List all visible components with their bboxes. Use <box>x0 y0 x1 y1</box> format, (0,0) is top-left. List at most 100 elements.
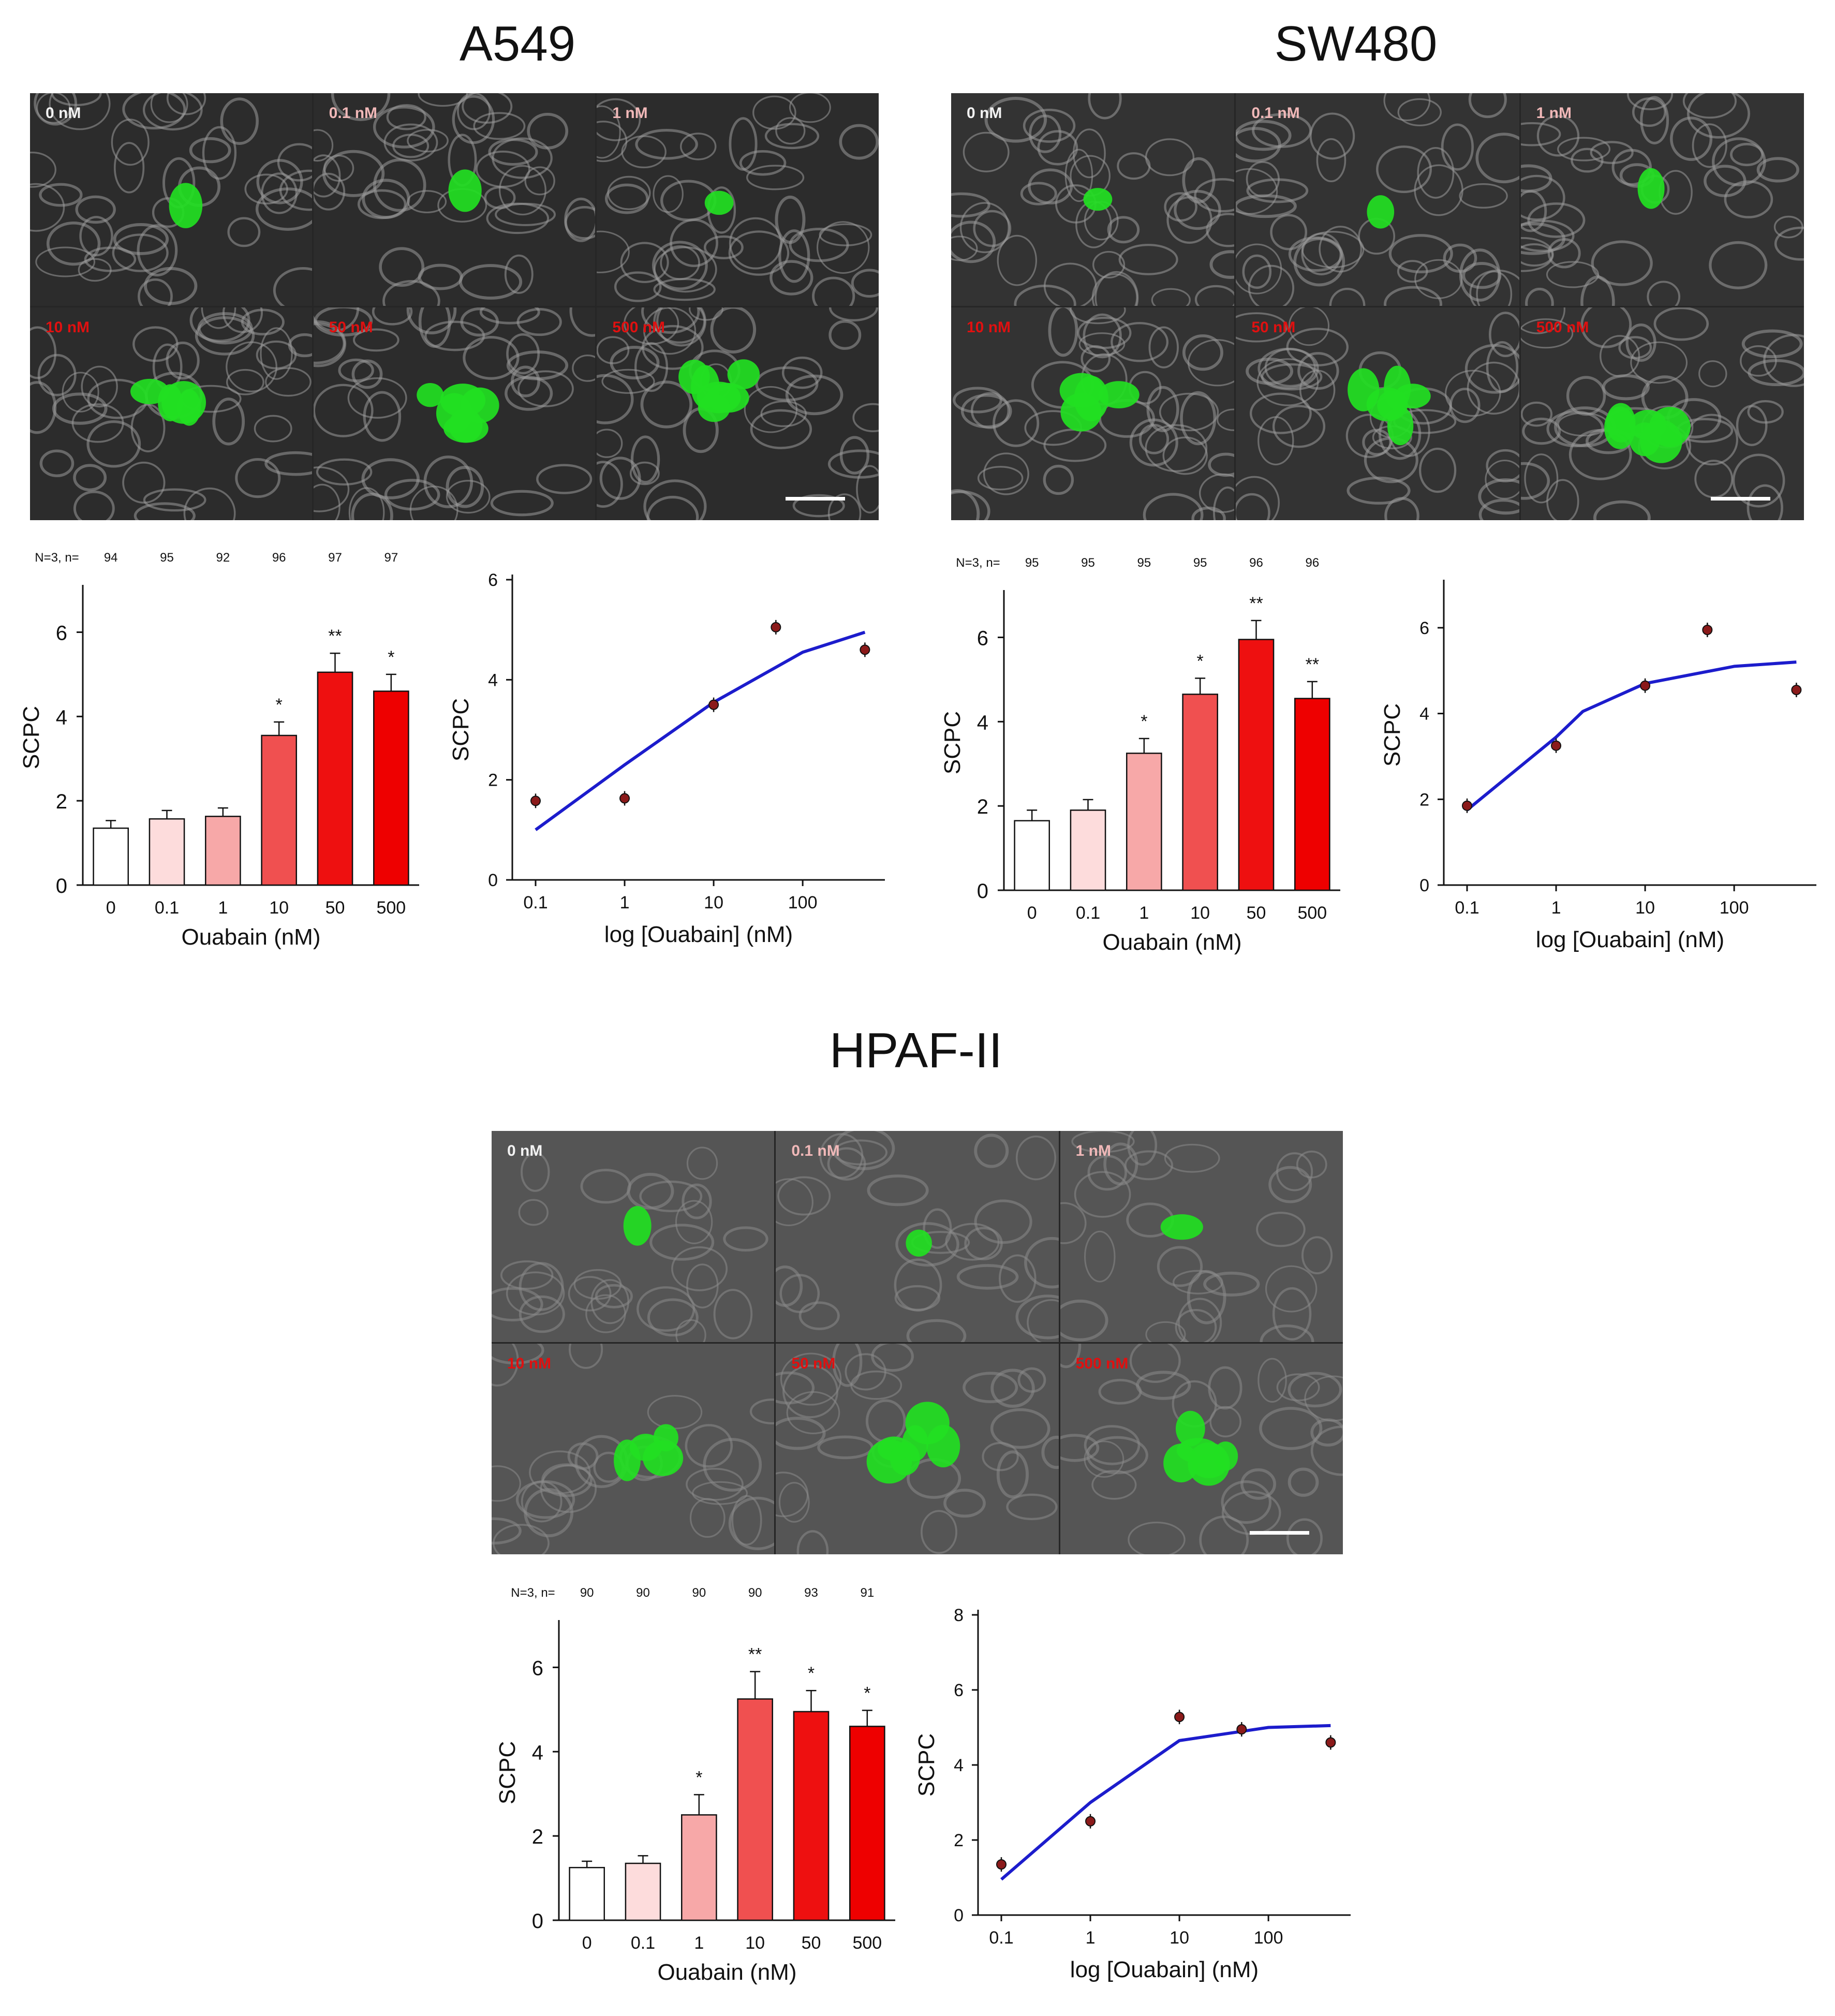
cell-outline <box>1242 254 1272 289</box>
cell-outline <box>1236 312 1288 343</box>
cell-outline <box>851 269 879 298</box>
micrograph-grid-a549: 0 nM 0.1 nM 1 nM 10 nM 50 nM 500 nM <box>30 93 879 520</box>
x-tick-label: 0 <box>582 1933 592 1953</box>
cell-outline <box>856 465 879 514</box>
x-tick-label: 50 <box>325 898 345 918</box>
cell-outline <box>1177 1298 1222 1342</box>
cell-outline <box>383 123 438 161</box>
scale-bar <box>1249 1531 1309 1535</box>
cell-outline <box>728 230 790 276</box>
cell-outline <box>1236 120 1292 151</box>
cell-outline <box>1289 307 1330 346</box>
cell-outline <box>983 452 1029 495</box>
cell-outline <box>652 241 708 290</box>
bar <box>149 818 185 886</box>
cell-texture <box>1520 307 1804 520</box>
cell-outline <box>1084 1230 1116 1283</box>
cell-outline <box>73 490 115 520</box>
fluorescent-cell <box>1649 407 1691 447</box>
data-point <box>708 699 719 710</box>
cell-outline <box>37 354 77 396</box>
fluorescent-cell <box>653 1423 678 1451</box>
n-value: 91 <box>860 1586 874 1600</box>
cell-outline <box>75 195 116 224</box>
cell-outline <box>953 387 1002 414</box>
cell-outline <box>1118 244 1178 275</box>
panel-concentration-label: 0.1 nM <box>1251 105 1300 122</box>
cell-outline <box>779 1481 810 1523</box>
cell-outline <box>39 183 83 207</box>
cell-outline <box>1098 1378 1142 1405</box>
cell-outline <box>1236 194 1297 218</box>
cell-outline <box>689 307 724 321</box>
cell-outline <box>568 1276 612 1312</box>
cell-outline <box>682 1183 712 1219</box>
cell-outline <box>1248 264 1295 306</box>
fluorescent-cell <box>1213 1441 1238 1471</box>
cell-texture <box>776 1131 1059 1342</box>
x-axis-label: Ouabain (nM) <box>181 924 320 950</box>
cell-outline <box>458 264 522 300</box>
cell-outline <box>647 1394 703 1430</box>
cell-outline <box>1445 370 1501 417</box>
cell-outline <box>1236 476 1280 520</box>
cell-outline <box>1489 312 1519 358</box>
cell-outline <box>313 129 333 162</box>
cell-outline <box>1084 1424 1141 1465</box>
micrograph-panel: 10 nM <box>951 307 1235 520</box>
cell-outline <box>812 276 855 306</box>
cell-outline <box>1763 334 1804 387</box>
cell-outline <box>686 1263 719 1308</box>
cell-outline <box>1288 1467 1319 1497</box>
cell-outline <box>894 1258 942 1312</box>
cell-outline <box>1414 164 1464 216</box>
x-tick-label: 10 <box>1635 898 1655 918</box>
cell-outline <box>475 151 530 188</box>
cell-outline <box>1694 460 1733 498</box>
panel-concentration-label: 1 nM <box>1075 1142 1111 1159</box>
cell-outline <box>1024 1237 1059 1289</box>
cell-outline <box>212 398 245 446</box>
data-point <box>1462 800 1472 811</box>
cell-outline <box>1265 1265 1318 1313</box>
cell-outline <box>1268 1166 1312 1203</box>
fluorescent-cell <box>1059 373 1103 408</box>
cell-outline <box>637 1286 695 1332</box>
cell-outline <box>62 372 99 413</box>
cell-outline <box>685 1423 733 1468</box>
data-point <box>771 622 781 632</box>
cell-outline <box>1091 273 1138 306</box>
cell-outline <box>1037 130 1078 166</box>
cell-outline <box>492 1523 550 1554</box>
cell-texture <box>597 93 879 306</box>
cell-outline <box>1747 484 1783 520</box>
data-point <box>1791 685 1802 695</box>
micrograph-panel: 500 nM <box>1060 1343 1343 1554</box>
y-tick-label: 2 <box>977 796 988 818</box>
x-tick-label: 0.1 <box>631 1933 655 1953</box>
cell-outline <box>569 307 596 337</box>
cell-outline <box>776 1471 809 1517</box>
cell-outline <box>620 242 670 283</box>
n-value: 96 <box>1305 556 1319 570</box>
cell-outline <box>195 316 255 356</box>
cell-outline <box>1043 464 1074 495</box>
cell-outline <box>361 458 420 499</box>
cell-texture <box>1236 307 1519 520</box>
cell-outline <box>703 1437 762 1492</box>
cell-outline <box>567 1442 599 1470</box>
panel-concentration-label: 1 nM <box>1536 105 1572 122</box>
cell-outline <box>35 246 96 277</box>
cell-outline <box>1304 1375 1343 1421</box>
cell-outline <box>30 326 57 379</box>
cell-outline <box>273 267 312 306</box>
x-tick-label: 500 <box>376 898 406 918</box>
cell-outline <box>776 1178 814 1227</box>
cell-outline <box>256 340 297 370</box>
cell-outline <box>951 220 996 263</box>
fluorescent-cell <box>1098 381 1140 409</box>
micrograph-grid-hpaf: 0 nM 0.1 nM 1 nM 10 nM 50 nM 500 nM <box>492 1131 1343 1554</box>
cell-outline <box>750 409 812 449</box>
x-tick-label: 10 <box>745 1933 765 1953</box>
cell-outline <box>1459 183 1508 209</box>
